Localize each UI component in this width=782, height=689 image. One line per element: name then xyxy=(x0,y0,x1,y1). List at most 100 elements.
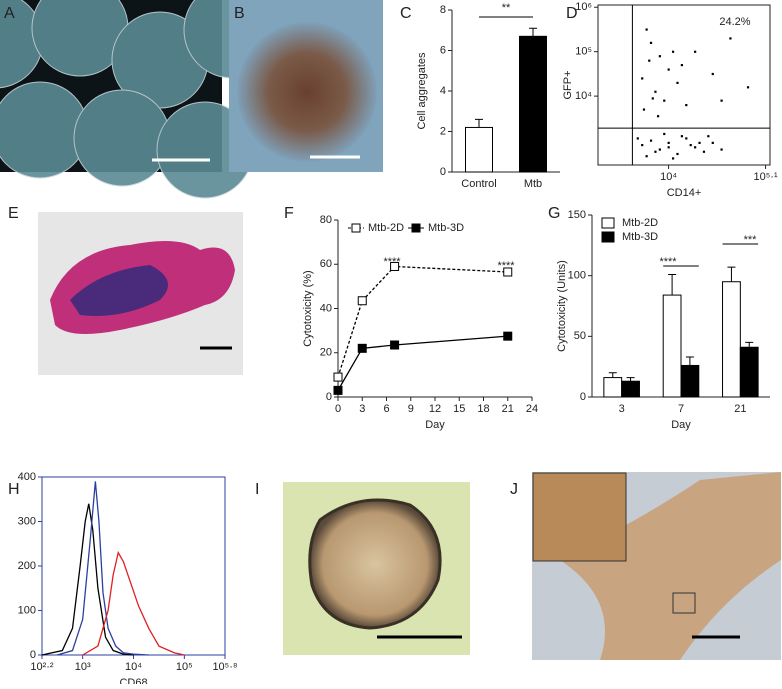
event-point xyxy=(636,137,639,140)
y-tick-label: 6 xyxy=(440,44,446,56)
series-marker xyxy=(503,331,513,341)
series-marker xyxy=(390,340,400,350)
event-point xyxy=(685,104,688,107)
event-point xyxy=(645,28,648,31)
x-tick-label: 10⁵·¹ xyxy=(754,171,778,183)
x-tick-label: 10⁵·⁸ xyxy=(212,661,237,673)
y-tick-label: 2 xyxy=(440,125,446,137)
x-tick-label: 10²·² xyxy=(30,661,54,673)
y-tick-label: 40 xyxy=(320,302,332,314)
bar xyxy=(662,294,682,398)
bar xyxy=(621,380,640,398)
y-tick-label: 0 xyxy=(326,391,332,403)
event-point xyxy=(651,97,654,100)
annotation: 24.2% xyxy=(719,16,750,28)
y-tick-label: 10⁵ xyxy=(575,46,592,58)
x-tick-label: 10³ xyxy=(75,661,91,673)
panel-label: A xyxy=(4,5,15,22)
series-line xyxy=(57,481,149,656)
event-point xyxy=(641,77,644,80)
error-bar xyxy=(727,266,736,282)
annotation: **** xyxy=(497,260,515,272)
event-point xyxy=(649,139,653,142)
event-point xyxy=(729,37,732,40)
error-bar xyxy=(745,341,754,348)
event-point xyxy=(680,64,683,67)
event-point xyxy=(656,115,660,118)
event-point xyxy=(711,141,714,144)
legend-marker xyxy=(411,223,421,233)
x-tick-label: 7 xyxy=(678,403,684,415)
x-tick-label: 18 xyxy=(477,403,489,415)
panel-label: C xyxy=(400,5,412,22)
event-point xyxy=(720,99,723,102)
event-point xyxy=(667,141,670,144)
bar xyxy=(603,377,623,398)
x-tick-label: Mtb xyxy=(524,178,542,190)
series-line xyxy=(337,335,508,391)
series-marker xyxy=(503,267,513,277)
y-tick-label: 400 xyxy=(18,471,36,483)
x-tick-label: 3 xyxy=(619,403,625,415)
y-tick-label: 50 xyxy=(574,330,586,342)
panel-label: E xyxy=(8,205,19,222)
event-point xyxy=(676,152,679,156)
annotation: **** xyxy=(383,256,401,268)
event-point xyxy=(658,148,661,151)
event-point xyxy=(654,90,657,93)
error-bar xyxy=(608,372,617,378)
image-i xyxy=(283,482,470,655)
event-point xyxy=(685,137,688,140)
legend-swatch xyxy=(601,217,615,229)
x-tick-label: 9 xyxy=(408,403,414,415)
y-tick-label: 80 xyxy=(320,214,332,226)
panel-label: B xyxy=(234,5,245,22)
x-axis-label: CD14+ xyxy=(667,187,702,199)
y-tick-label: 60 xyxy=(320,258,332,270)
image-e xyxy=(38,212,243,375)
panel-label: I xyxy=(255,481,259,498)
event-point xyxy=(658,55,661,58)
x-tick-label: Control xyxy=(461,178,496,190)
event-point xyxy=(707,135,710,138)
legend-label: Mtb-3D xyxy=(622,231,658,243)
series-line xyxy=(82,550,185,656)
event-point xyxy=(663,132,666,136)
image-j xyxy=(532,472,781,660)
panel-label: G xyxy=(548,205,560,222)
series-marker xyxy=(333,385,343,395)
y-tick-label: 10⁶ xyxy=(575,1,592,13)
event-point xyxy=(648,59,651,62)
error-bar xyxy=(685,356,694,366)
event-point xyxy=(676,81,679,84)
plot-frame xyxy=(41,476,226,656)
event-point xyxy=(642,108,646,111)
bar xyxy=(722,281,741,398)
image-b xyxy=(229,0,383,172)
x-tick-label: 3 xyxy=(359,403,365,415)
image-a xyxy=(0,0,281,199)
event-point xyxy=(649,41,653,44)
event-point xyxy=(694,146,697,149)
legend-marker xyxy=(351,223,361,233)
legend-label: Mtb-3D xyxy=(428,222,464,234)
y-tick-label: 150 xyxy=(568,209,586,221)
plot-frame xyxy=(597,4,771,166)
event-point xyxy=(663,99,666,102)
x-axis-label: CD68 xyxy=(119,677,147,684)
error-bar xyxy=(668,273,677,296)
series-marker xyxy=(390,261,400,271)
annotation: **** xyxy=(659,256,677,268)
error-bar xyxy=(529,27,537,37)
y-tick-label: 300 xyxy=(18,515,36,527)
x-tick-label: 10⁴ xyxy=(125,661,142,673)
y-tick-label: 0 xyxy=(30,649,36,661)
x-tick-label: 10⁵ xyxy=(176,661,193,673)
y-tick-label: 0 xyxy=(580,391,586,403)
y-tick-label: 100 xyxy=(18,604,36,616)
x-tick-label: 12 xyxy=(429,403,441,415)
legend-label: Mtb-2D xyxy=(622,217,658,229)
panel-label: J xyxy=(510,481,518,498)
x-tick-label: 10⁴ xyxy=(660,171,677,183)
panel-label: H xyxy=(8,481,20,498)
